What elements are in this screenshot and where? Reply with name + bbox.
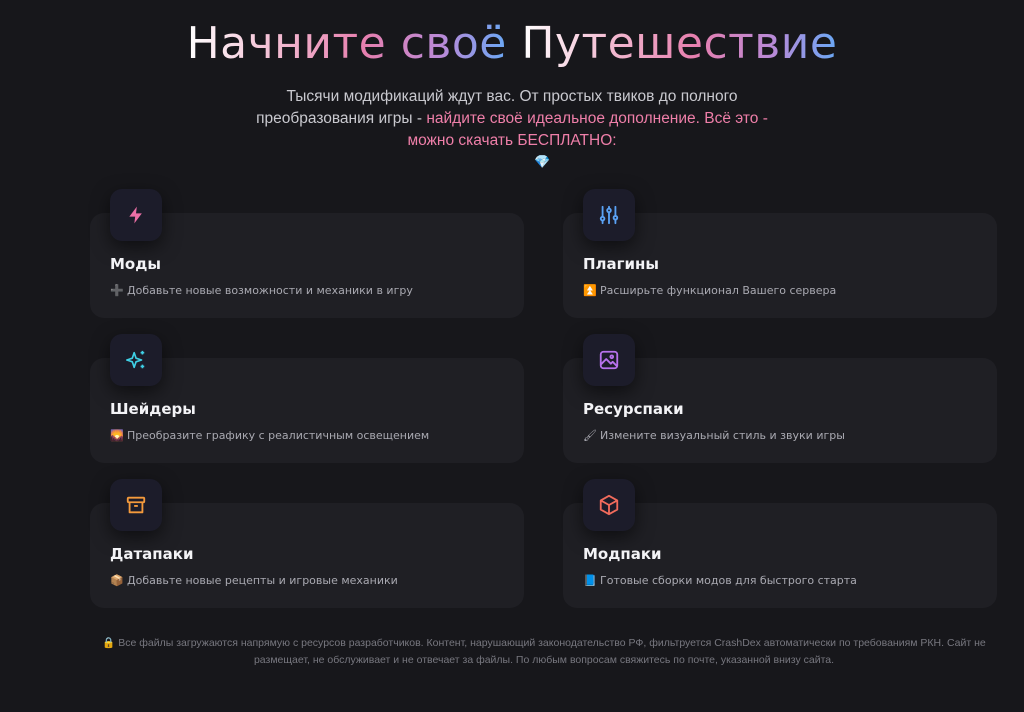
archive-icon: [110, 479, 162, 531]
card-description: ➕ Добавьте новые возможности и механики в…: [110, 284, 413, 297]
category-card-modpacks[interactable]: [563, 503, 997, 608]
category-card-datapacks[interactable]: [90, 503, 524, 608]
card-title: Модпаки: [583, 545, 662, 563]
card-description: 🌄 Преобразите графику с реалистичным осве…: [110, 429, 430, 442]
lightning-icon: [110, 189, 162, 241]
subtitle: Тысячи модификаций ждут вас. От простых …: [256, 88, 768, 149]
card-description: 📦 Добавьте новые рецепты и игровые механи…: [110, 574, 398, 587]
page-title: Начните своё Путешествие: [186, 18, 838, 69]
category-card-plugins[interactable]: [563, 213, 997, 318]
card-description: ⏫ Расширьте функционал Вашего сервера: [583, 284, 837, 297]
card-title: Датапаки: [110, 545, 194, 563]
gem-icon: 💎: [534, 155, 551, 170]
category-card-resourcepacks[interactable]: [563, 358, 997, 463]
cube-icon: [583, 479, 635, 531]
card-description: 📘 Готовые сборки модов для быстрого старт…: [583, 574, 857, 587]
disclaimer: 🔒 Все файлы загружаются напрямую с ресур…: [102, 637, 986, 666]
sparkles-icon: [110, 334, 162, 386]
sliders-icon: [583, 189, 635, 241]
category-card-shaders[interactable]: [90, 358, 524, 463]
card-title: Плагины: [583, 255, 659, 273]
card-title: Моды: [110, 255, 161, 273]
lock-icon: 🔒: [102, 637, 116, 649]
category-card-mods[interactable]: [90, 213, 524, 318]
card-title: Шейдеры: [110, 400, 196, 418]
card-description: 🖌 Измените визуальный стиль и звуки игры: [583, 429, 845, 442]
image-icon: [583, 334, 635, 386]
card-title: Ресурспаки: [583, 400, 684, 418]
